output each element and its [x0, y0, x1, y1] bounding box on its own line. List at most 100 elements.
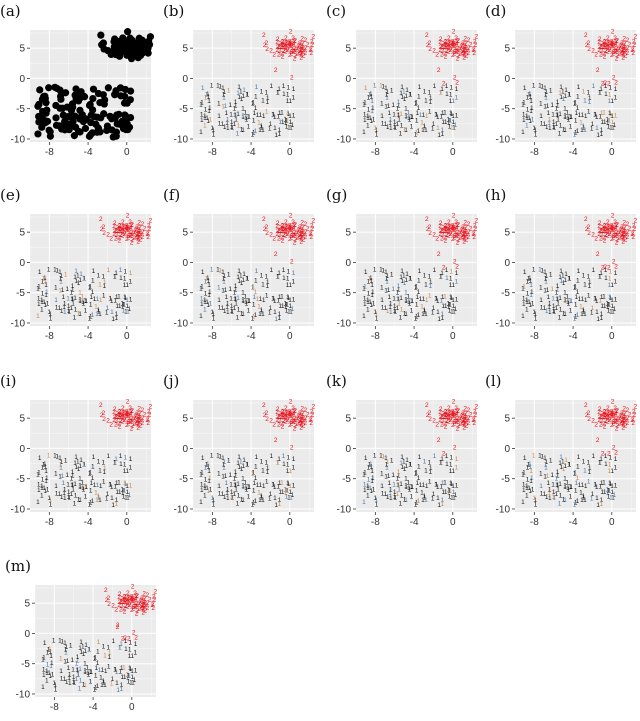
data-point: 1: [200, 99, 204, 106]
data-point: 1: [97, 639, 101, 646]
x-tick-label: 0: [287, 147, 293, 158]
data-point: 1: [598, 459, 602, 466]
data-point: 1: [89, 678, 93, 685]
data-point: 1: [234, 296, 238, 303]
data-point: 1: [80, 480, 84, 487]
data-point: 2: [129, 233, 133, 240]
panel-a: (a) -8 -4 0 5 0 -5 -10: [0, 2, 155, 162]
data-point: 2: [276, 414, 280, 421]
data-point: 2: [600, 411, 604, 418]
data-point: 2: [279, 228, 283, 235]
data-point: 1: [432, 121, 436, 128]
data-point: 1: [46, 649, 50, 656]
data-point: 1: [93, 686, 97, 693]
data-point: 1: [278, 489, 282, 496]
data-point: 2: [454, 232, 458, 239]
data-point: 2: [278, 228, 282, 235]
data-point: 2: [439, 228, 443, 235]
data-point: 1: [211, 127, 215, 134]
data-point: 2: [136, 239, 140, 246]
data-point: 2: [134, 595, 138, 602]
y-tick-label: -10: [496, 134, 511, 145]
data-point: 2: [269, 48, 273, 55]
data-point: 1: [285, 308, 289, 315]
data-point: 1: [124, 495, 128, 502]
data-point: [55, 122, 63, 130]
data-point: 2: [304, 415, 308, 422]
data-point: 2: [298, 224, 302, 231]
data-point: 2: [464, 410, 468, 417]
data-point: 1: [68, 671, 72, 678]
data-point: 1: [610, 119, 614, 126]
data-point: 2: [451, 410, 455, 417]
data-point: 1: [414, 99, 418, 106]
data-point: 1: [609, 268, 613, 275]
data-point: 2: [123, 594, 127, 601]
data-point: 1: [124, 268, 128, 275]
data-point: 2: [447, 414, 451, 421]
data-point: 1: [92, 454, 96, 461]
data-point: 2: [621, 50, 625, 57]
data-point: 1: [544, 94, 548, 101]
data-point: 2: [447, 35, 451, 42]
data-point: 1: [573, 283, 577, 290]
data-point: 2: [121, 225, 125, 232]
data-point: 2: [288, 411, 292, 418]
data-point: 1: [260, 124, 264, 131]
data-point: 1: [423, 307, 427, 314]
data-point: 2: [288, 41, 292, 48]
data-point: 1: [199, 129, 203, 136]
data-point: 1: [83, 484, 87, 491]
data-point: 1: [68, 680, 72, 687]
data-point: 1: [232, 305, 236, 312]
data-point: 2: [121, 412, 125, 419]
data-point: 1: [363, 117, 367, 124]
data-point: 1: [455, 86, 459, 93]
data-point: 2: [606, 48, 610, 55]
data-point: 1: [82, 301, 86, 308]
data-point: 2: [631, 420, 635, 427]
data-point: 1: [118, 644, 122, 651]
data-point: 1: [403, 466, 407, 473]
data-point: 1: [285, 302, 289, 309]
data-point: 1: [574, 480, 578, 487]
data-point: 1: [107, 453, 111, 460]
data-point: 1: [288, 282, 292, 289]
data-point: 1: [592, 453, 596, 460]
data-point: 2: [125, 226, 129, 233]
data-point: 1: [397, 472, 401, 479]
data-point: 1: [130, 668, 134, 675]
data-point: 1: [129, 680, 133, 687]
data-point: 1: [63, 309, 67, 316]
data-point: 1: [241, 289, 245, 296]
data-point: 1: [244, 485, 248, 492]
data-point: 1: [529, 98, 533, 105]
data-point: 1: [417, 475, 421, 482]
data-point: 1: [239, 273, 243, 280]
data-point: 1: [587, 469, 591, 476]
data-point: 1: [278, 119, 282, 126]
data-point: 2: [455, 224, 459, 231]
data-point: 2: [445, 48, 449, 55]
data-point: 2: [288, 412, 292, 419]
data-point: 1: [397, 99, 401, 106]
data-point: 2: [299, 420, 303, 427]
data-point: 1: [67, 675, 71, 682]
data-point: 1: [271, 295, 275, 302]
data-point: 1: [395, 305, 399, 312]
data-point: 1: [414, 470, 418, 477]
data-point: 2: [140, 234, 144, 241]
data-point: [103, 122, 112, 130]
data-point: 1: [47, 670, 51, 677]
data-point: 1: [372, 300, 376, 307]
panel-b: (b) -8 -4 0 5 0 -5 -10 1 1 1 1 1 1 1 1 1 1 1 1 1 1 1 1 1 1 1 1 1 1 1 1…: [163, 2, 318, 162]
data-point: 1: [103, 653, 107, 660]
data-point: 2: [611, 29, 615, 36]
data-point: 1: [561, 459, 565, 466]
data-point: 2: [303, 420, 307, 427]
data-point: 1: [556, 283, 560, 290]
data-point: 2: [127, 413, 131, 420]
data-point: 2: [447, 224, 451, 231]
data-point: 2: [614, 410, 618, 417]
data-point: 1: [71, 283, 75, 290]
